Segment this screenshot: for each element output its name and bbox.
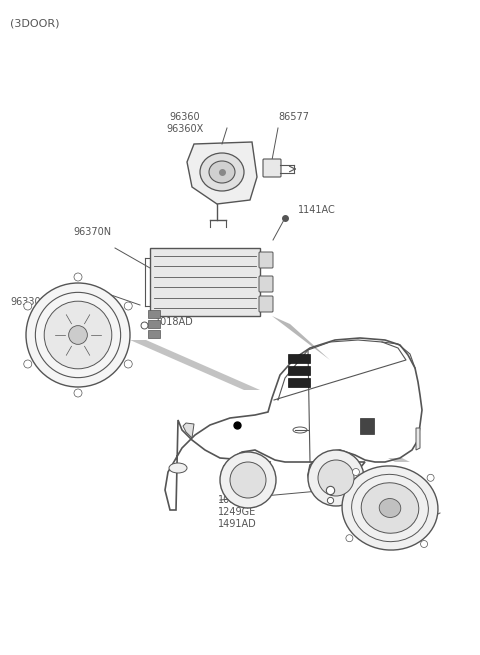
Circle shape (220, 452, 276, 508)
Ellipse shape (342, 466, 438, 550)
Bar (148, 330, 160, 338)
Polygon shape (272, 316, 330, 360)
Text: 96330L: 96330L (393, 525, 429, 535)
Text: 1249GE: 1249GE (155, 305, 193, 315)
Polygon shape (130, 340, 260, 390)
Bar (148, 310, 160, 318)
Text: 96360
96360X: 96360 96360X (167, 112, 204, 134)
Polygon shape (416, 428, 420, 450)
Bar (288, 354, 310, 363)
Text: 86577: 86577 (278, 112, 309, 122)
Circle shape (124, 360, 132, 368)
Circle shape (427, 474, 434, 481)
FancyBboxPatch shape (263, 159, 281, 177)
Circle shape (24, 302, 32, 310)
Text: 1141AC: 1141AC (298, 205, 336, 215)
Bar (288, 378, 310, 387)
FancyBboxPatch shape (259, 296, 273, 312)
Text: 1018AD: 1018AD (155, 317, 194, 327)
Text: 1491AD: 1491AD (218, 519, 257, 529)
Text: 96330R: 96330R (11, 297, 48, 307)
Polygon shape (187, 142, 257, 204)
Polygon shape (183, 423, 194, 438)
Text: 1491AD: 1491AD (155, 293, 194, 303)
Text: (3DOOR): (3DOOR) (10, 18, 60, 28)
Circle shape (26, 283, 130, 387)
Circle shape (318, 460, 354, 496)
Circle shape (352, 468, 360, 476)
Text: 96370N: 96370N (74, 227, 112, 237)
Bar (288, 366, 310, 375)
Circle shape (420, 540, 428, 548)
FancyBboxPatch shape (259, 252, 273, 268)
FancyBboxPatch shape (259, 276, 273, 292)
Circle shape (124, 302, 132, 310)
Bar (148, 320, 160, 328)
Ellipse shape (169, 463, 187, 473)
Circle shape (230, 462, 266, 498)
Circle shape (308, 450, 364, 506)
Circle shape (44, 301, 112, 369)
Ellipse shape (361, 483, 419, 533)
Circle shape (346, 534, 353, 542)
Bar (360, 418, 374, 434)
Polygon shape (388, 458, 410, 462)
Ellipse shape (200, 153, 244, 191)
Circle shape (74, 273, 82, 281)
Circle shape (69, 326, 87, 345)
Ellipse shape (379, 498, 401, 517)
Bar (150, 248, 260, 316)
Circle shape (74, 389, 82, 397)
Ellipse shape (209, 161, 235, 183)
Text: 1249GE: 1249GE (218, 507, 256, 517)
Circle shape (24, 360, 32, 368)
Text: 1018AD: 1018AD (218, 495, 257, 505)
